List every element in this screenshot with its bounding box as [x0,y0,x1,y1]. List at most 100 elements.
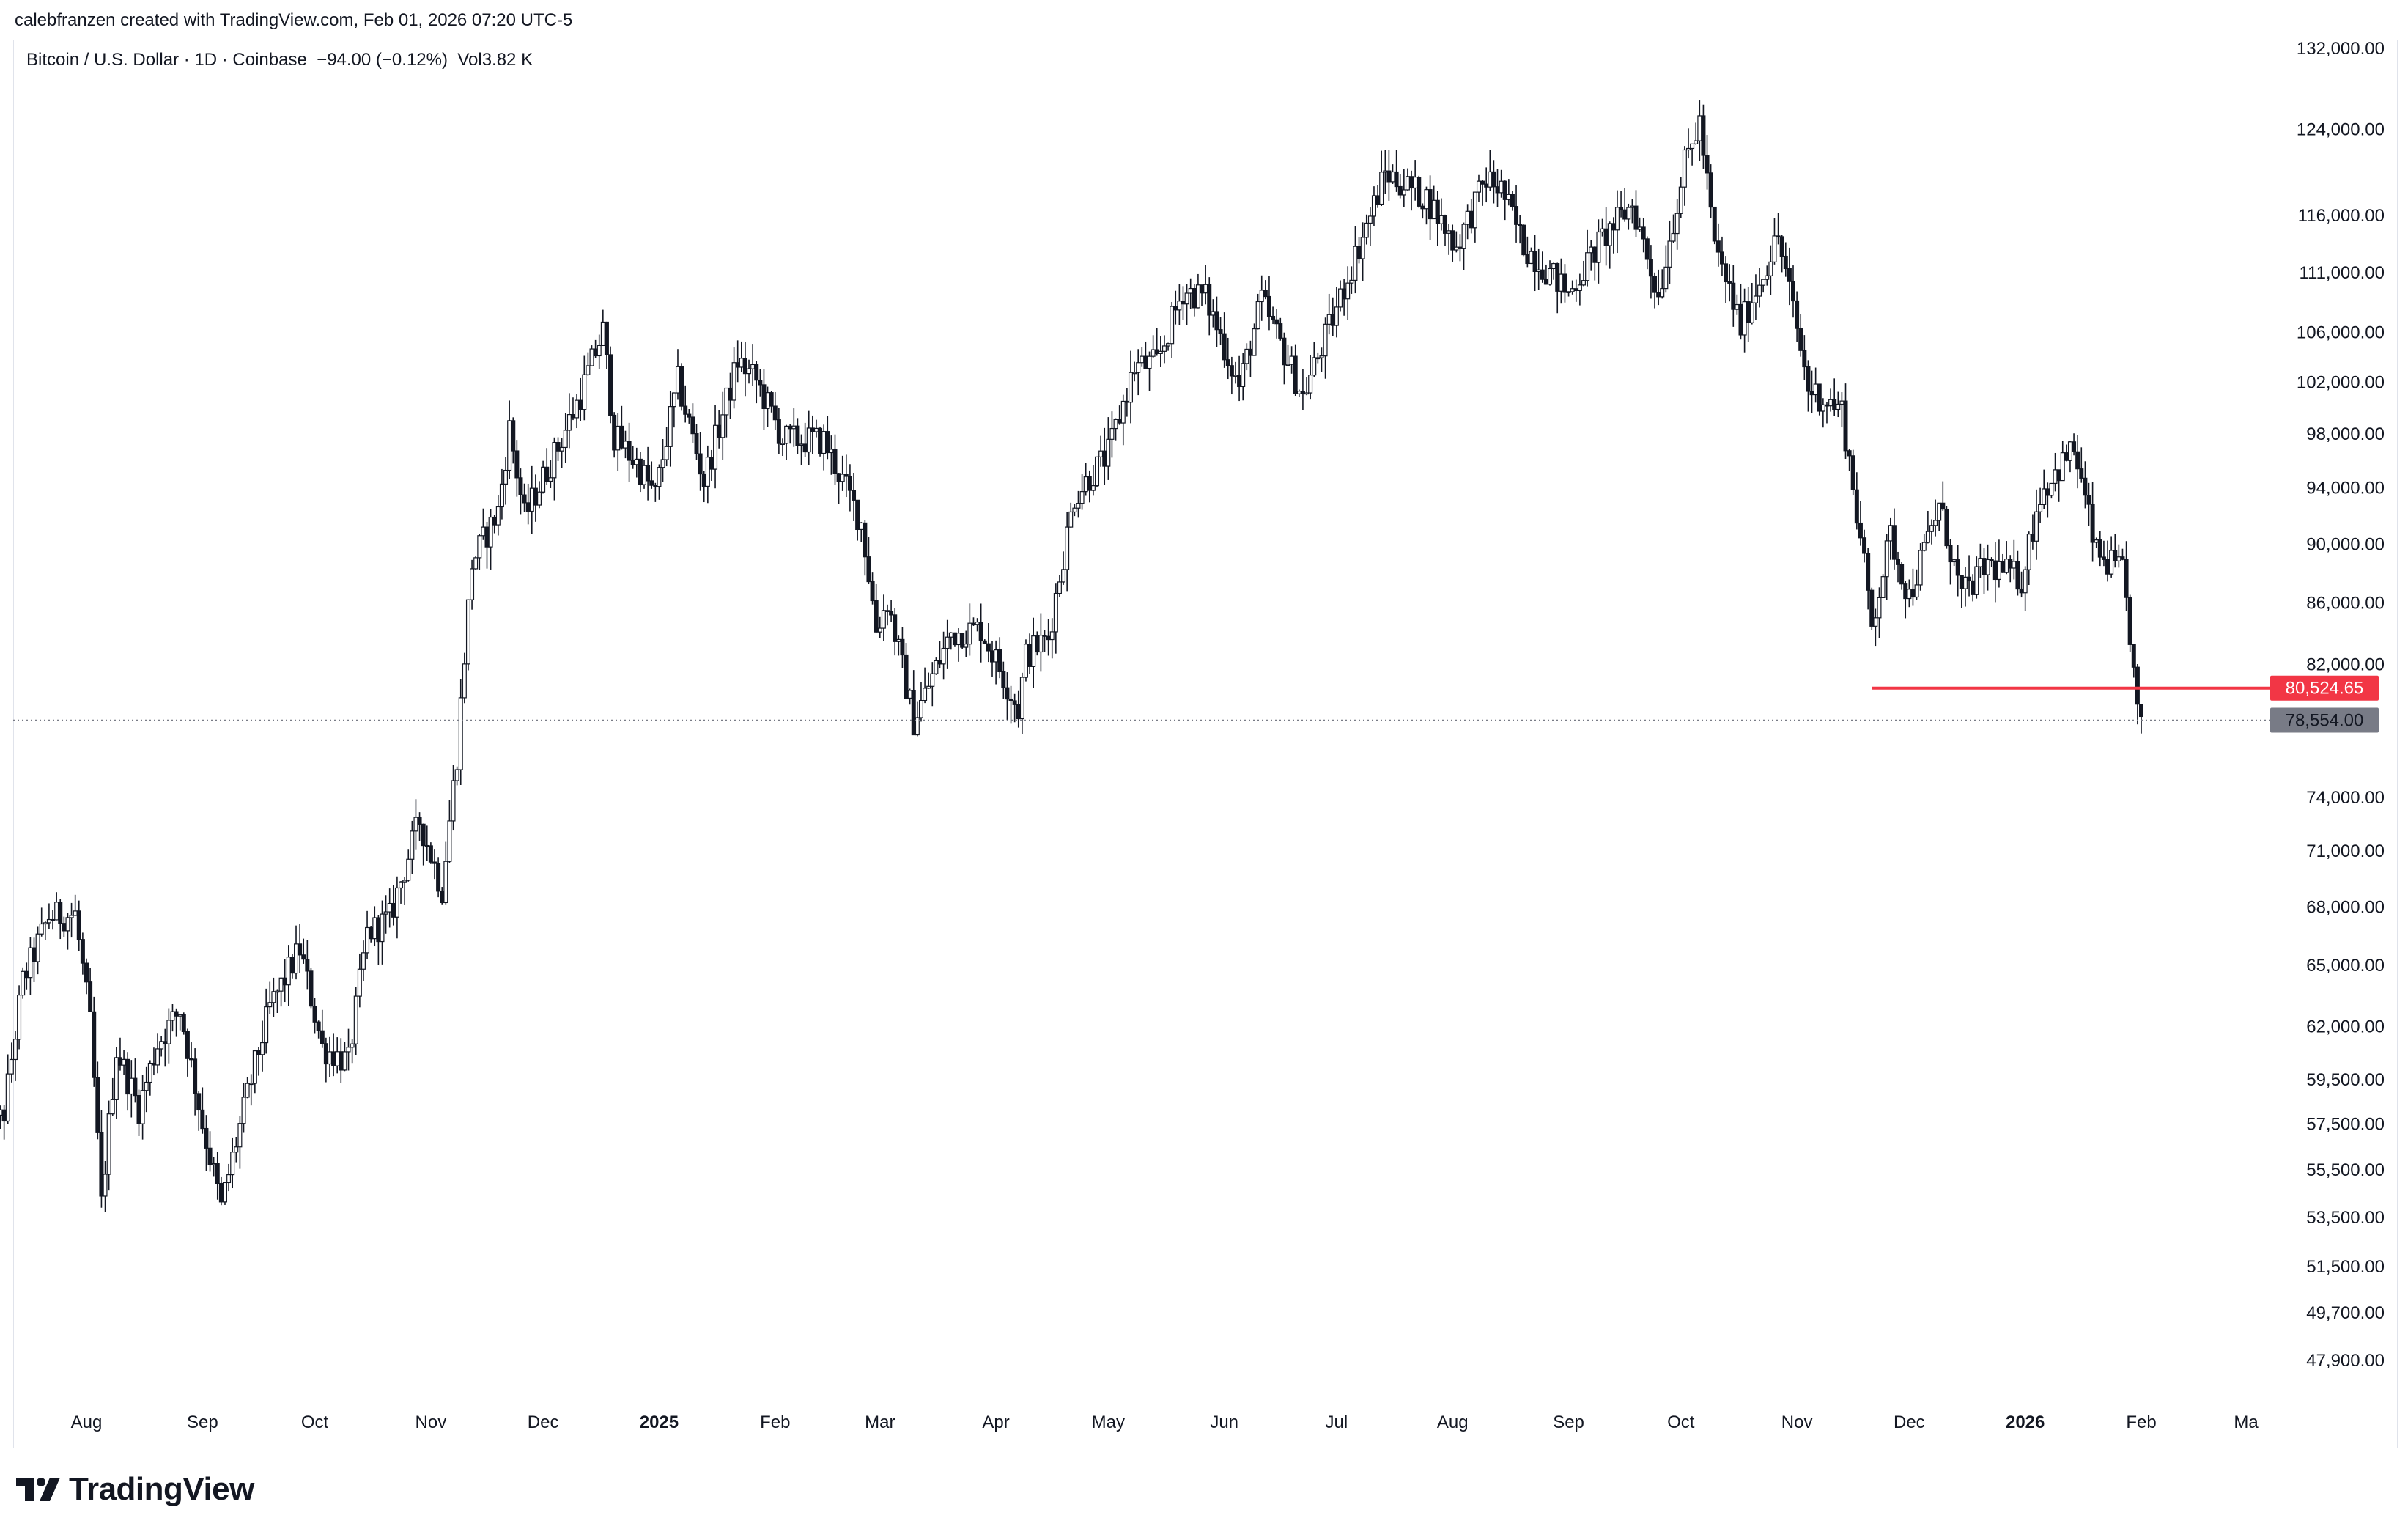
candle [638,452,643,493]
candle [1461,222,1466,270]
candle [627,422,632,482]
candle [1401,169,1406,207]
candle [668,391,673,467]
candle [750,344,756,386]
candle [432,849,437,880]
candle [1274,309,1279,339]
candle [1735,294,1740,315]
candle [1791,265,1796,318]
candle [1371,186,1376,226]
candle [1660,269,1665,299]
candle [1749,282,1754,325]
price-tick-label: 74,000.00 [2306,788,2385,808]
candle [1719,236,1724,276]
candle [353,987,358,1055]
candle [698,432,703,491]
candle [1330,297,1335,336]
candle [1166,342,1171,351]
candle [1765,265,1770,286]
candle [1203,265,1208,305]
candle [511,417,516,464]
candle [99,1109,104,1208]
candle [2083,461,2088,509]
price-tick-label: 94,000.00 [2306,479,2385,498]
candle [1877,587,1882,638]
time-tick-label: Apr [982,1412,1009,1432]
candle [1031,617,1036,688]
candle [1869,587,1875,630]
tradingview-brand[interactable]: TradingView [16,1470,254,1508]
candle [110,1077,115,1116]
candle [1996,539,2001,588]
candle [1413,160,1418,201]
candle [136,1089,141,1137]
time-tick-label: May [1092,1412,1125,1432]
candle [2001,553,2006,573]
candle [731,347,736,409]
candle [1959,575,1964,608]
candle [994,640,999,685]
candle [1862,529,1867,563]
candle [884,604,890,626]
candle [76,900,81,951]
symbol-legend[interactable]: Bitcoin / U.S. Dollar · 1D · Coinbase −9… [26,50,533,70]
candle [1120,394,1126,446]
candle [657,464,662,500]
price-tick-label: 65,000.00 [2306,956,2385,976]
candle [1619,191,1624,218]
candle [207,1131,213,1172]
candle [1248,340,1253,377]
candle [1746,287,1751,342]
candle [1271,306,1276,325]
candle [1907,579,1912,608]
candle [58,899,63,940]
candle [1140,347,1145,367]
time-tick-label: Sep [1553,1412,1584,1432]
candle [1824,402,1829,424]
time-tick-label: Mar [865,1412,895,1432]
candle [1899,562,1905,590]
chart-pane[interactable] [13,40,2398,1448]
price-tick-label: 47,900.00 [2306,1351,2385,1371]
candle [12,1031,18,1081]
candle [80,932,85,975]
candle [881,594,886,641]
candle [159,1036,164,1057]
candle [1933,499,1938,537]
candle [1499,169,1504,198]
candle [129,1060,134,1118]
candle [945,619,950,669]
candle [114,1047,119,1119]
candle [791,408,797,447]
candle [754,361,759,404]
candle [260,1020,265,1072]
candle [904,643,909,699]
price-tick-label: 86,000.00 [2306,594,2385,614]
candle [267,981,273,1014]
candle [747,359,752,384]
candle [847,464,852,512]
candle [1873,608,1878,647]
candle [653,482,658,502]
candle [2049,482,2054,499]
time-tick-label: Jun [1210,1412,1238,1432]
candle [1233,361,1238,384]
candle [1836,391,1841,418]
candle [911,670,916,736]
candle [1035,631,1040,656]
candle [1962,567,1968,607]
candle [1525,236,1530,268]
candle [1514,185,1519,243]
candle [570,397,575,421]
candle [1630,199,1635,224]
candle [964,630,969,657]
candle [863,520,868,576]
candle [1551,262,1556,280]
candle [893,608,898,656]
candle [1858,501,1863,546]
candle [1177,284,1182,325]
candle [1285,344,1290,366]
candle [1809,370,1814,413]
candle [660,438,665,482]
